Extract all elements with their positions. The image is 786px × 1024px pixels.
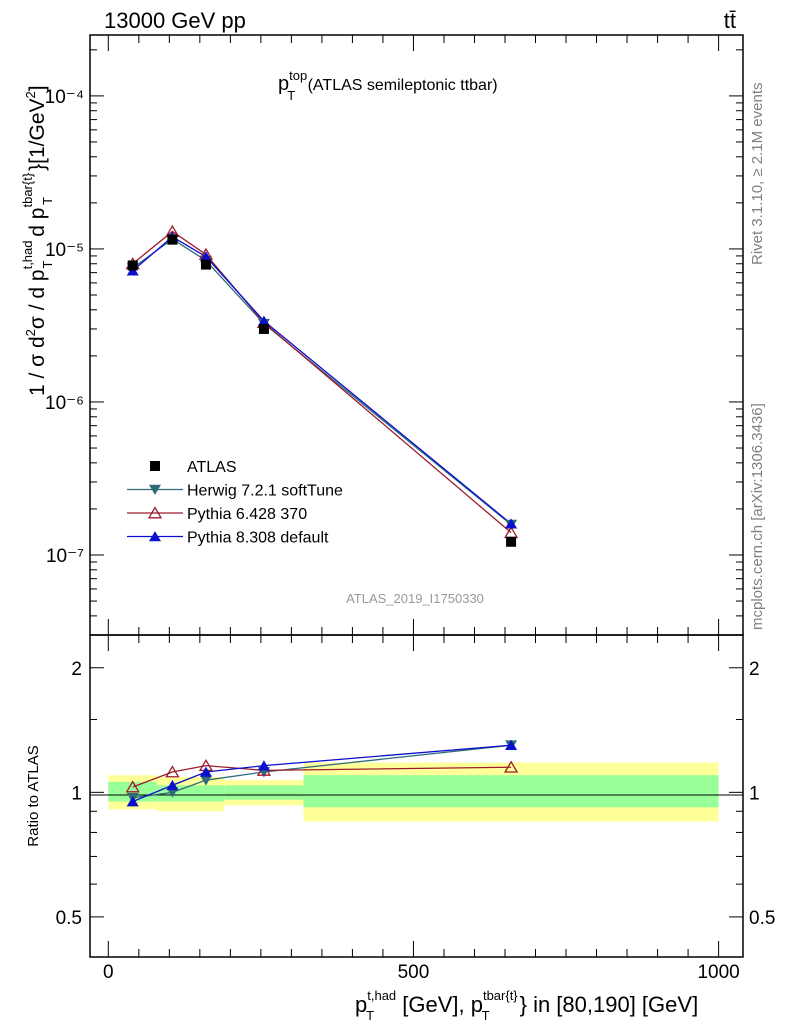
process-label: tt̄ — [724, 8, 736, 33]
legend-marker-atlas — [150, 461, 160, 471]
ratio-line-pythia-6-428-370 — [132, 765, 512, 788]
ratio-point-pythia-8-308-default — [505, 739, 518, 750]
ratio-tick-label-right: 1 — [749, 783, 760, 804]
ratio-panel: 2 2 1 1 0.5 0.5 0 500 1000 — [56, 634, 776, 983]
ratio-point-pythia-8-308-default — [199, 766, 212, 777]
legend-label-atlas: ATLAS — [187, 459, 237, 476]
main-point-pythia-8-308-default — [257, 315, 270, 326]
legend-label-pythia-8-308-default: Pythia 8.308 default — [187, 530, 329, 547]
legend-marker-pythia-8-308-default — [149, 531, 161, 542]
analysis-id: ATLAS_2019_I1750330 — [346, 591, 484, 606]
ratio-y-axis-label: Ratio to ATLAS — [25, 745, 42, 846]
legend: ATLAS Herwig 7.2.1 softTune Pythia 6.428 3… — [127, 459, 343, 547]
main-tick-label: 10⁻⁴ — [45, 87, 84, 108]
ratio-band-green — [224, 785, 304, 800]
x-axis-label: pt,had T [GeV], ptbar{t} T} in [80,190] [G… — [355, 988, 698, 1023]
main-point-pythia-8-308-default — [505, 518, 518, 529]
ratio-tick-label-right: 2 — [749, 659, 760, 680]
ratio-uncertainty-bands — [108, 762, 719, 822]
main-line-pythia-8-308-default — [132, 236, 512, 525]
ratio-point-pythia-6-428-370 — [125, 780, 140, 793]
main-tick-label: 10⁻⁷ — [46, 546, 84, 567]
main-point-atlas — [258, 323, 269, 334]
ratio-y-ticks: 2 2 1 1 0.5 0.5 — [56, 659, 776, 929]
ratio-point-pythia-8-308-default — [166, 779, 179, 791]
legend-marker-pythia-6-428-370 — [147, 506, 163, 519]
x-tick-label: 500 — [398, 962, 430, 983]
ratio-tick-label-right: 0.5 — [749, 908, 775, 929]
plot-title: ptop T (ATLAS semileptonic ttbar) — [278, 68, 498, 103]
main-y-ticks: 10⁻⁴ 10⁻⁵ 10⁻⁶ 10⁻⁷ — [45, 49, 743, 636]
ratio-point-herwig-7-2-1-softtune — [199, 775, 212, 786]
main-panel: 10⁻⁴ 10⁻⁵ 10⁻⁶ 10⁻⁷ — [45, 34, 744, 636]
ratio-band-green — [303, 775, 719, 808]
legend-marker-herwig-7-2-1-softtune — [149, 484, 161, 495]
main-y-axis-label: 1 / σ d2σ / d pt,had T d ptbar{t} T}[1/GeV… — [20, 85, 55, 396]
legend-label-pythia-6-428-370: Pythia 6.428 370 — [187, 506, 307, 523]
rivet-version-label: Rivet 3.1.10, ≥ 2.1M events — [749, 83, 766, 266]
ratio-point-pythia-6-428-370 — [165, 765, 180, 778]
x-tick-label: 0 — [103, 962, 114, 983]
ratio-tick-label-left: 2 — [71, 659, 82, 680]
legend-label-herwig-7-2-1-softtune: Herwig 7.2.1 softTune — [187, 483, 343, 500]
ratio-x-ticks: 0 500 1000 — [103, 635, 740, 983]
ratio-point-pythia-6-428-370 — [503, 760, 519, 773]
mcplots-label: mcplots.cern.ch [arXiv:1306.3436] — [749, 403, 766, 630]
ratio-frame — [89, 634, 744, 958]
main-tick-label: 10⁻⁶ — [45, 393, 84, 414]
main-tick-label: 10⁻⁵ — [45, 240, 84, 261]
main-point-atlas — [167, 234, 178, 245]
main-x-ticks — [107, 35, 720, 635]
main-point-pythia-8-308-default — [126, 265, 139, 276]
ratio-point-pythia-8-308-default — [126, 796, 139, 807]
ratio-point-pythia-8-308-default — [257, 760, 270, 771]
main-point-pythia-8-308-default — [199, 251, 212, 262]
ratio-tick-label-left: 1 — [71, 783, 82, 804]
energy-label: 13000 GeV pp — [104, 8, 246, 33]
x-tick-label: 1000 — [697, 962, 739, 983]
ratio-tick-label-left: 0.5 — [56, 908, 82, 929]
main-series-markers — [125, 224, 519, 547]
ratio-series-markers — [125, 739, 519, 807]
main-point-atlas — [200, 259, 211, 270]
main-point-atlas — [506, 536, 517, 547]
main-point-atlas — [127, 260, 138, 271]
